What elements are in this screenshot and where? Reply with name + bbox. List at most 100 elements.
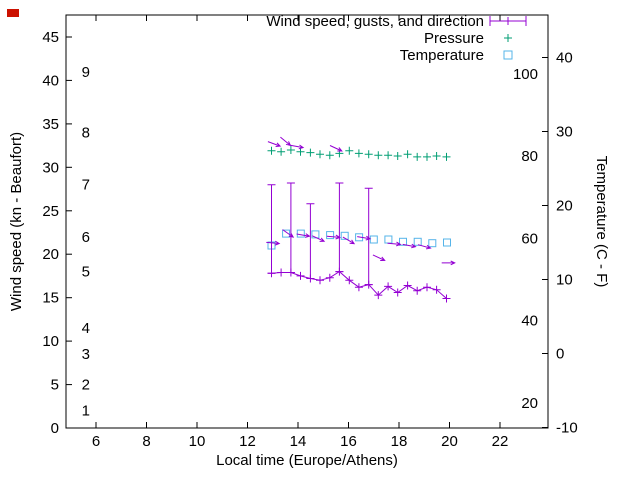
wind-point <box>423 283 431 292</box>
x-tick-label: 14 <box>290 433 307 450</box>
fahrenheit-label: 40 <box>521 313 538 330</box>
kn-tick-label: 25 <box>42 203 59 220</box>
wind-point <box>432 285 441 294</box>
wind-gust-errorbar <box>306 203 315 279</box>
wind-point <box>267 269 276 278</box>
beaufort-label: 2 <box>82 377 90 394</box>
temperature-point <box>296 229 305 238</box>
pressure-point <box>345 146 354 155</box>
celsius-tick-label: 30 <box>556 124 573 141</box>
wind-point <box>374 291 383 300</box>
wind-direction-arrow <box>290 144 305 150</box>
x-tick-label: 16 <box>340 433 357 450</box>
celsius-tick-label: 10 <box>556 272 573 289</box>
pressure-point <box>413 152 422 161</box>
wind-direction-arrow <box>372 254 386 261</box>
wind-direction-arrow <box>402 243 417 249</box>
wind-point <box>384 282 393 291</box>
beaufort-label: 3 <box>82 346 90 363</box>
celsius-tick-label: 40 <box>556 50 573 67</box>
beaufort-label: 6 <box>82 229 90 246</box>
wind-point <box>393 288 402 297</box>
temperature-point <box>326 231 335 240</box>
beaufort-label: 9 <box>82 64 90 81</box>
celsius-tick-label: -10 <box>556 420 578 437</box>
x-tick-label: 8 <box>142 433 150 450</box>
x-tick-label: 12 <box>239 433 256 450</box>
x-tick-label: 22 <box>492 433 509 450</box>
beaufort-label: 1 <box>82 403 90 420</box>
pressure-point <box>432 152 441 160</box>
pressure-point <box>277 147 286 156</box>
kn-tick-label: 35 <box>42 116 59 133</box>
wind-direction-arrow <box>417 244 432 250</box>
pressure-point <box>316 150 324 159</box>
beaufort-label: 8 <box>82 125 90 142</box>
left-axis-title: Wind speed (kn - Beaufort) <box>8 131 25 312</box>
wind-direction-arrow <box>312 235 326 242</box>
pressure-point <box>423 152 431 161</box>
pressure-point <box>267 146 276 155</box>
legend-label: Wind speed, gusts, and direction <box>266 13 484 30</box>
pressure-point <box>442 152 451 161</box>
pressure-point <box>374 151 383 160</box>
pressure-point <box>306 148 315 157</box>
wind-direction-arrow <box>282 229 295 238</box>
wind-point <box>354 283 363 292</box>
fahrenheit-label: 80 <box>521 148 538 165</box>
beaufort-label: 7 <box>82 177 90 194</box>
temperature-point <box>399 237 407 246</box>
wind-gust-errorbar <box>267 184 276 274</box>
wind-direction-arrow <box>280 136 292 147</box>
wind-point <box>277 268 286 277</box>
x-axis-title: Local time (Europe/Athens) <box>216 452 398 469</box>
wind-point <box>364 280 373 289</box>
beaufort-label: 5 <box>82 264 90 281</box>
pressure-point <box>403 150 412 159</box>
pressure-point <box>325 151 334 160</box>
wind-direction-arrow <box>326 234 341 240</box>
wind-direction-arrow <box>267 141 282 147</box>
legend-sample-pressure <box>504 34 512 42</box>
wind-gust-errorbar <box>335 182 344 273</box>
wind-point <box>335 267 344 276</box>
wind-point <box>403 281 412 290</box>
wind-point <box>442 294 451 303</box>
wind-point <box>296 271 305 280</box>
x-tick-label: 6 <box>92 433 100 450</box>
celsius-tick-label: 20 <box>556 198 573 215</box>
wind-point <box>413 286 422 295</box>
wind-point <box>325 273 334 282</box>
pressure-point <box>393 152 402 160</box>
x-tick-label: 20 <box>441 433 458 450</box>
temperature-point <box>340 231 349 240</box>
kn-tick-label: 10 <box>42 333 59 350</box>
plot-border <box>65 14 549 429</box>
legend-sample-temperature <box>503 50 513 60</box>
wind-point <box>316 276 324 285</box>
wind-direction-arrow <box>266 240 281 246</box>
kn-tick-label: 40 <box>42 72 59 89</box>
pressure-point <box>354 149 363 158</box>
legend-label: Temperature <box>400 47 484 64</box>
kn-tick-label: 20 <box>42 246 59 263</box>
pressure-point <box>384 151 393 160</box>
red-corner-mark <box>7 9 19 17</box>
right-axis-title: Temperature (C - F) <box>593 155 610 288</box>
pressure-point <box>286 146 295 154</box>
fahrenheit-label: 60 <box>521 230 538 247</box>
kn-tick-label: 5 <box>51 377 59 394</box>
pressure-point <box>296 147 305 156</box>
kn-tick-label: 30 <box>42 159 59 176</box>
temperature-point <box>413 237 422 246</box>
celsius-tick-label: 0 <box>556 346 564 363</box>
legend-sample-wind-marker <box>504 17 512 25</box>
wind-direction-arrow <box>357 235 372 241</box>
fahrenheit-label: 20 <box>521 395 538 412</box>
wind-point <box>306 274 315 283</box>
temperature-point <box>369 235 378 244</box>
wind-direction-arrow <box>296 233 311 238</box>
wind-direction-arrow <box>387 241 402 247</box>
